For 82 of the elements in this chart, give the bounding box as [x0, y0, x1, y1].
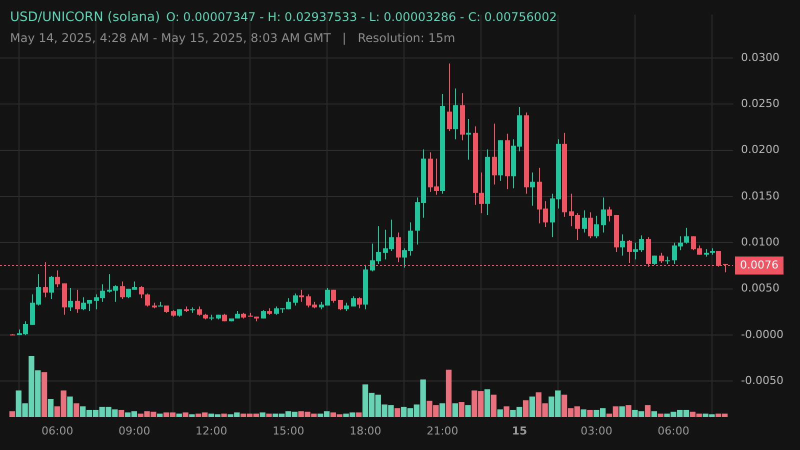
x-tick-label: 06:00	[41, 424, 74, 438]
ref-line-label: 0.0076	[740, 258, 778, 272]
bar	[189, 414, 195, 417]
candlestick	[594, 215, 599, 239]
bar	[356, 412, 362, 417]
annotation: O: 0.00007347 - H: 0.02937533 - L: 0.00003286 - C: 0.00756002	[166, 10, 557, 24]
candlestick	[197, 306, 202, 316]
bar	[452, 403, 458, 417]
candlestick	[145, 293, 150, 307]
bar	[580, 409, 586, 417]
bar	[658, 414, 664, 417]
candlestick	[68, 287, 73, 312]
y-tick-label: -0.0050	[741, 374, 784, 388]
bar	[266, 414, 272, 417]
chart-title: USD/UNICORN (solana)	[10, 10, 160, 25]
bar	[176, 414, 182, 417]
candlestick	[49, 275, 54, 300]
bar	[644, 405, 651, 417]
candlestick	[582, 210, 587, 234]
bar	[446, 370, 452, 417]
bar	[118, 410, 124, 417]
candlestick	[293, 293, 298, 306]
y-tick-label: -0.0000	[741, 328, 784, 341]
candlestick	[331, 289, 336, 304]
bar	[497, 409, 503, 417]
y-tick-label: 0.0150	[741, 189, 780, 202]
candlestick	[607, 206, 612, 222]
bar	[260, 412, 266, 417]
bar	[587, 410, 593, 417]
y-tick-label: 0.0200	[741, 143, 780, 156]
candlestick	[479, 172, 484, 214]
bar	[157, 414, 163, 417]
bar	[651, 411, 658, 417]
bar	[67, 396, 73, 417]
candlestick	[588, 212, 593, 239]
bar	[458, 402, 464, 417]
x-tick-label: 15	[512, 424, 528, 438]
bar	[221, 414, 227, 417]
text: May 14, 2025, 4:28 AM - May 15, 2025, 8:03 AM GMT | Resolution: 15m	[10, 31, 456, 45]
bar	[439, 403, 446, 417]
candlestick	[627, 239, 632, 264]
candlestick	[620, 234, 625, 256]
candlestick	[530, 172, 535, 206]
bar	[619, 406, 625, 417]
bar	[41, 372, 48, 417]
candlestick	[209, 314, 214, 321]
x-tick-label: 12:00	[196, 424, 228, 438]
y-tick-label: 0.0050	[741, 282, 780, 295]
candlestick	[684, 227, 689, 244]
bar	[465, 405, 471, 417]
x-tick-label: 06:00	[658, 424, 690, 438]
candlestick	[492, 123, 497, 186]
candlestick	[55, 270, 60, 288]
bar	[74, 403, 80, 417]
candlestick	[601, 196, 606, 234]
y-tick-label: 0.0250	[741, 97, 780, 110]
x-tick-label: 21:00	[426, 424, 458, 438]
bar	[484, 389, 490, 417]
candlestick	[351, 296, 356, 307]
candlestick	[396, 232, 401, 263]
x-tick-label: 15:00	[272, 424, 304, 438]
candlestick	[447, 63, 452, 132]
bar	[394, 408, 400, 417]
candlestick	[652, 255, 657, 266]
bar	[522, 400, 529, 417]
bar	[490, 394, 497, 417]
bar	[48, 398, 54, 417]
x-tick-label: 18:00	[350, 424, 382, 438]
candlestick	[139, 286, 144, 299]
x-tick-label: 03:00	[580, 424, 612, 438]
candlestick	[357, 296, 362, 309]
y-tick-label: 0.0300	[741, 50, 780, 64]
bar	[626, 405, 632, 417]
bar	[9, 411, 16, 417]
bar	[182, 412, 188, 417]
candlestick	[659, 252, 664, 264]
candlestick	[120, 281, 125, 300]
bar	[529, 396, 536, 417]
candlestick	[75, 289, 80, 314]
bar	[504, 406, 510, 417]
x-tick-label: 09:00	[118, 424, 150, 438]
y-tick-label: 0.0100	[741, 236, 780, 249]
